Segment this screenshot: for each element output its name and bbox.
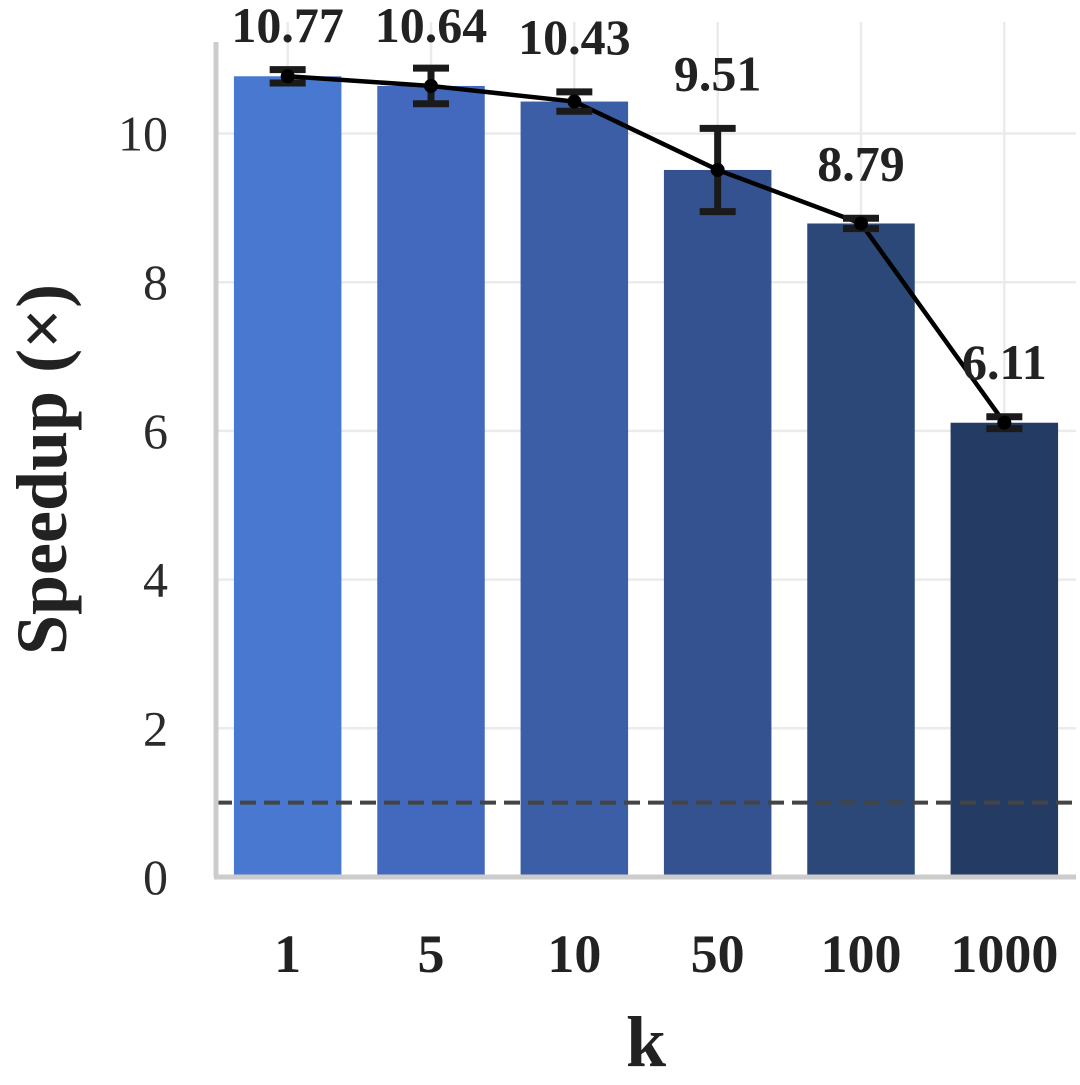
- bar-1: [233, 76, 342, 877]
- axes: [213, 42, 1076, 880]
- x-tick-label-100: 100: [821, 924, 902, 984]
- bar-10: [520, 101, 629, 877]
- data-point-marker: [854, 216, 868, 231]
- data-point-marker: [280, 69, 295, 84]
- y-axis-ticks: 0 2 4 6 8 10: [118, 106, 168, 905]
- data-label-1: 10.77: [231, 0, 344, 53]
- error-bar-10: [556, 88, 593, 115]
- grid-lines: [216, 22, 1076, 879]
- y-tick-label-0: 0: [143, 849, 168, 905]
- x-axis-title: k: [626, 1002, 666, 1082]
- y-axis-title: Speedup (×): [2, 284, 82, 655]
- error-bars: [269, 64, 1023, 433]
- data-point-marker: [710, 162, 725, 177]
- bar-50: [663, 169, 772, 878]
- x-tick-label-1: 1: [274, 924, 301, 984]
- data-point-marker: [567, 94, 582, 109]
- error-bar-100: [843, 214, 879, 233]
- x-tick-label-10: 10: [547, 924, 601, 984]
- data-labels: 10.77 10.64 10.43 9.51 8.79 6.11: [231, 0, 1046, 390]
- data-label-5: 10.64: [375, 0, 488, 53]
- y-tick-label-8: 8: [143, 254, 168, 310]
- y-tick-label-6: 6: [143, 403, 168, 459]
- data-point-marker: [997, 415, 1012, 430]
- y-tick-label-2: 2: [143, 700, 168, 756]
- x-tick-label-1000: 1000: [950, 924, 1058, 984]
- data-label-100: 8.79: [817, 135, 905, 191]
- error-bar-50: [699, 124, 736, 216]
- y-tick-label-10: 10: [118, 106, 168, 162]
- x-tick-label-50: 50: [691, 924, 745, 984]
- bar-1000: [950, 422, 1059, 877]
- data-label-1000: 6.11: [962, 334, 1047, 390]
- data-label-50: 9.51: [674, 45, 762, 101]
- error-bar-1: [269, 66, 306, 87]
- x-axis-ticks: 1 5 10 50 100 1000: [274, 924, 1058, 984]
- error-bar-1000: [986, 413, 1023, 433]
- bar-5: [377, 85, 485, 877]
- data-point-marker: [424, 78, 438, 93]
- bar-100: [807, 223, 915, 877]
- data-label-10: 10.43: [518, 9, 631, 65]
- bars: [233, 76, 1059, 878]
- x-tick-label-5: 5: [418, 924, 445, 984]
- error-bar-5: [413, 64, 449, 108]
- y-tick-label-4: 4: [143, 552, 168, 608]
- speedup-trend-line: [287, 74, 1007, 425]
